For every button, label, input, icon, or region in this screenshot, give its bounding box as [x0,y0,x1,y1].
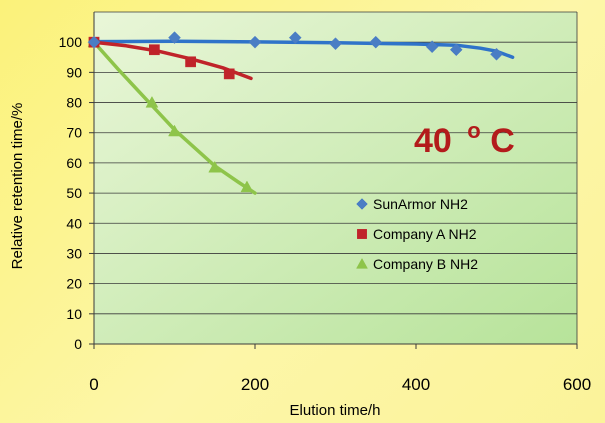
legend-marker [357,229,367,239]
y-tick-label: 80 [66,95,82,111]
y-tick-label: 30 [66,245,82,261]
legend-marker [356,198,368,210]
legend-item-company-b-nh2: Company B NH2 [356,256,478,272]
data-point-sunarmor-nh2 [425,40,439,54]
y-tick-label: 50 [66,185,82,201]
data-markers [87,31,503,193]
legend-label: Company B NH2 [373,256,478,272]
y-tick-label: 100 [59,34,83,50]
y-axis-ticks: 0 10 20 30 40 50 60 70 80 90 100 [59,34,94,352]
data-point-sunarmor-nh2 [87,35,101,49]
axes [93,12,578,345]
data-point-sunarmor-nh2 [168,31,181,45]
legend-marker [356,257,368,269]
data-point-company-b-nh2 [240,180,254,193]
x-tick-label: 0 [89,375,98,394]
data-point-sunarmor-nh2 [449,43,463,57]
y-tick-label: 40 [66,215,82,231]
temperature-unit: C [490,122,515,160]
legend-label: Company A NH2 [373,226,477,242]
data-point-sunarmor-nh2 [248,35,262,49]
y-tick-label: 10 [66,306,82,322]
x-axis-label: Elution time/h [290,402,381,419]
data-point-sunarmor-nh2 [369,35,383,49]
data-point-sunarmor-nh2 [490,47,503,61]
legend-label: SunArmor NH2 [373,196,468,212]
x-tick-label: 400 [402,375,430,394]
data-point-company-b-nh2 [145,96,159,108]
temperature-degree: o [467,118,480,143]
legend-item-company-a-nh2: Company A NH2 [357,226,477,242]
y-tick-label: 0 [74,336,82,352]
legend: SunArmor NH2 Company A NH2 Company B NH2 [356,196,478,272]
data-point-company-a-nh2 [149,44,160,56]
data-point-company-a-nh2 [185,56,196,68]
y-axis-label: Relative retention time/% [9,103,26,270]
y-tick-label: 60 [66,155,82,171]
data-point-company-b-nh2 [168,124,181,137]
data-point-company-a-nh2 [223,68,235,80]
temperature-annotation: 40 o C [414,108,515,160]
temperature-value: 40 [414,122,452,160]
x-axis-ticks: 0 200 400 600 [89,344,591,394]
x-tick-label: 200 [241,375,269,394]
x-tick-label: 600 [563,375,591,394]
plot-area [94,12,577,344]
data-point-sunarmor-nh2 [288,31,302,45]
y-tick-label: 20 [66,276,82,292]
data-point-company-b-nh2 [208,160,222,173]
trend-line-sunarmor-nh2 [92,39,515,60]
legend-item-sunarmor-nh2: SunArmor NH2 [356,196,468,212]
y-tick-label: 70 [66,125,82,141]
data-point-sunarmor-nh2 [329,37,342,51]
y-tick-label: 90 [66,64,82,80]
